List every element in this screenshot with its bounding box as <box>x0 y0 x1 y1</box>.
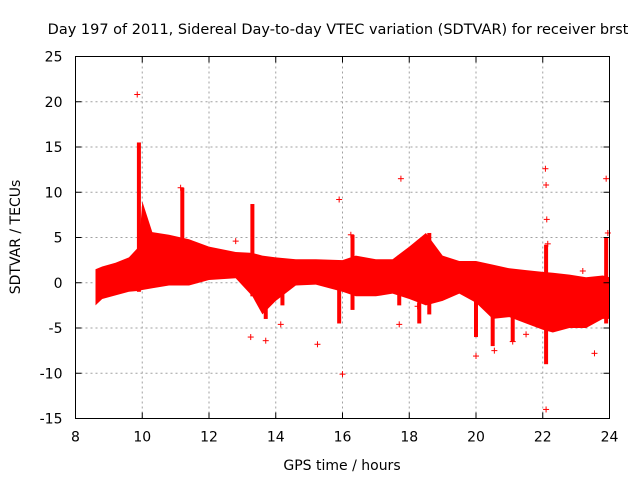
x-tick-label: 8 <box>71 430 80 446</box>
data-spike <box>474 273 478 338</box>
data-spike <box>490 282 495 347</box>
x-tick-label: 16 <box>334 430 352 446</box>
y-tick-label: 0 <box>54 276 63 292</box>
y-tick-label: 10 <box>45 185 63 201</box>
x-tick-label: 12 <box>200 430 218 446</box>
outlier-point <box>339 371 346 378</box>
y-tick-label: 20 <box>45 95 63 111</box>
outlier-point <box>396 321 403 328</box>
outlier-point <box>347 231 354 238</box>
y-tick-label: -5 <box>49 321 63 337</box>
outlier-point <box>579 267 586 274</box>
x-tick-label: 22 <box>534 430 552 446</box>
outlier-point <box>603 175 610 182</box>
data-spike <box>263 278 268 319</box>
y-tick-label: -15 <box>40 412 63 428</box>
data-layer <box>95 91 611 413</box>
data-spike <box>350 234 355 310</box>
outlier-point <box>262 337 269 344</box>
data-spike <box>510 282 515 342</box>
outlier-point <box>397 175 404 182</box>
data-spike <box>136 142 141 292</box>
outlier-point <box>336 196 343 203</box>
data-spike <box>604 237 609 324</box>
outlier-point <box>591 350 598 357</box>
outlier-point <box>491 347 498 354</box>
chart-title: Day 197 of 2011, Sidereal Day-to-day VTE… <box>48 22 629 38</box>
outlier-point <box>414 303 421 310</box>
data-spike <box>417 278 422 324</box>
outlier-point <box>543 406 550 413</box>
data-spike <box>337 273 342 324</box>
ticks <box>75 56 610 419</box>
outlier-point <box>232 238 239 245</box>
outlier-point <box>523 331 530 338</box>
x-axis-label: GPS time / hours <box>283 458 400 474</box>
outlier-point <box>473 353 479 360</box>
data-spike <box>544 244 549 365</box>
data-spike <box>427 232 432 315</box>
y-tick-label: -10 <box>40 366 63 382</box>
data-spike <box>180 187 185 265</box>
outlier-point <box>177 184 184 191</box>
y-tick-labels: -15 -10 -5 0 5 10 15 20 25 <box>40 50 63 428</box>
outlier-point <box>542 165 549 172</box>
x-tick-label: 10 <box>133 430 151 446</box>
x-tick-label: 24 <box>601 430 619 446</box>
y-tick-label: 15 <box>45 140 63 156</box>
data-spike <box>250 204 255 297</box>
x-tick-label: 14 <box>267 430 285 446</box>
outlier-point <box>543 216 550 223</box>
x-tick-labels: 8 10 12 14 16 18 20 22 24 <box>71 430 618 446</box>
x-tick-label: 20 <box>467 430 485 446</box>
x-tick-label: 18 <box>400 430 418 446</box>
outlier-point <box>314 341 321 348</box>
data-spike <box>280 273 285 306</box>
data-spike <box>397 255 402 306</box>
outlier-point <box>544 240 551 247</box>
outlier-point <box>134 91 141 98</box>
outlier-point <box>277 321 284 328</box>
y-tick-label: 5 <box>54 231 63 247</box>
outlier-point <box>509 338 516 345</box>
outlier-point <box>543 182 550 189</box>
y-tick-label: 25 <box>45 50 63 66</box>
y-axis-label: SDTVAR / TECUs <box>8 180 24 295</box>
outlier-point <box>247 334 254 341</box>
